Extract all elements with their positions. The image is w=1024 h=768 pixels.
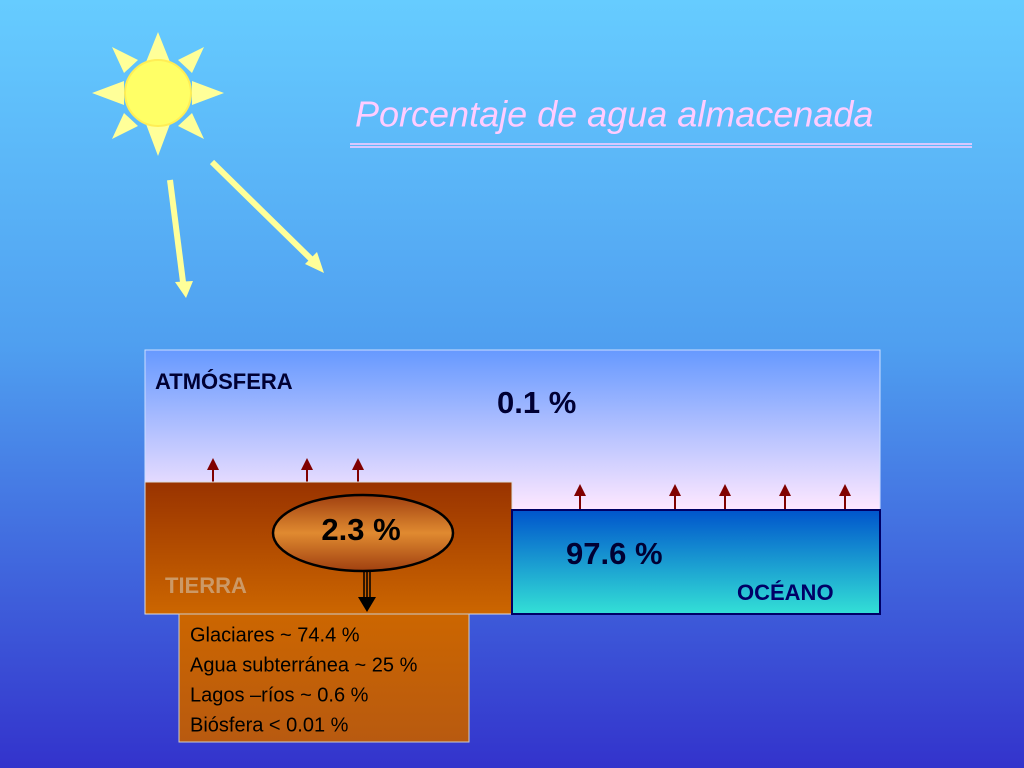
atmosphere-label: ATMÓSFERA bbox=[155, 369, 293, 394]
ocean-label: OCÉANO bbox=[737, 580, 834, 605]
breakdown-item: Glaciares ~ 74.4 % bbox=[190, 624, 360, 646]
breakdown-item: Lagos –ríos ~ 0.6 % bbox=[190, 684, 369, 706]
title: Porcentaje de agua almacenada bbox=[355, 94, 873, 135]
atmosphere-value: 0.1 % bbox=[497, 385, 576, 420]
sun-rays bbox=[167, 159, 324, 298]
land-label: TIERRA bbox=[165, 573, 247, 598]
down-arrow bbox=[358, 571, 376, 612]
land-value: 2.3 % bbox=[321, 512, 400, 547]
ocean-value: 97.6 % bbox=[566, 536, 663, 571]
breakdown-item: Biósfera < 0.01 % bbox=[190, 714, 349, 736]
breakdown-item: Agua subterránea ~ 25 % bbox=[190, 654, 418, 676]
breakdown-box bbox=[178, 613, 470, 743]
ocean-box bbox=[511, 509, 881, 615]
sun bbox=[92, 32, 224, 156]
land-ellipse bbox=[271, 493, 455, 573]
